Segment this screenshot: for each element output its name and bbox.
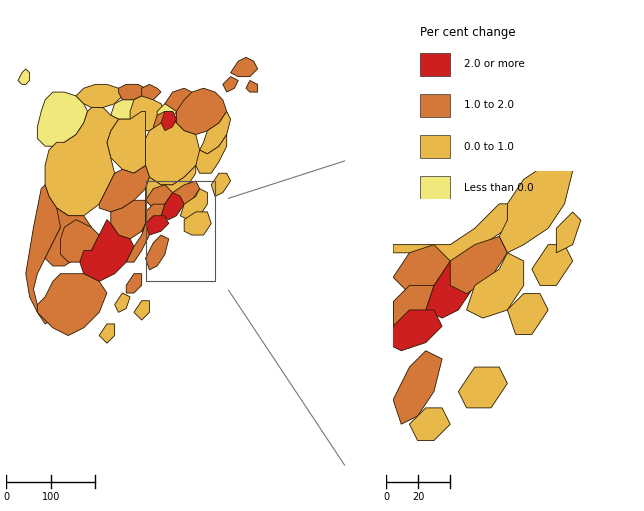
- Text: Less than 0.0: Less than 0.0: [464, 182, 533, 193]
- Text: 0: 0: [3, 492, 10, 502]
- Text: 0.0 to 1.0: 0.0 to 1.0: [464, 142, 514, 152]
- Bar: [421, 176, 450, 199]
- Polygon shape: [107, 111, 146, 173]
- Polygon shape: [393, 245, 450, 294]
- Polygon shape: [111, 200, 146, 239]
- Polygon shape: [161, 193, 184, 220]
- Polygon shape: [111, 96, 146, 119]
- Polygon shape: [126, 274, 142, 293]
- Polygon shape: [176, 88, 227, 134]
- Polygon shape: [80, 220, 134, 282]
- Polygon shape: [223, 77, 238, 92]
- Polygon shape: [142, 84, 161, 100]
- Polygon shape: [385, 310, 442, 351]
- Polygon shape: [165, 88, 196, 111]
- Polygon shape: [18, 69, 30, 84]
- Polygon shape: [499, 138, 573, 253]
- Bar: [421, 135, 450, 158]
- Polygon shape: [246, 81, 258, 92]
- Text: 0: 0: [383, 492, 390, 502]
- Polygon shape: [173, 181, 200, 208]
- Text: 1.0 to 2.0: 1.0 to 2.0: [464, 100, 514, 110]
- Polygon shape: [115, 293, 130, 312]
- Polygon shape: [146, 204, 165, 223]
- Polygon shape: [393, 286, 434, 326]
- Polygon shape: [393, 351, 442, 424]
- Polygon shape: [180, 189, 207, 220]
- Polygon shape: [196, 134, 227, 173]
- Polygon shape: [450, 237, 507, 294]
- Text: 2.0 or more: 2.0 or more: [464, 59, 525, 69]
- Text: 100: 100: [41, 492, 60, 502]
- Polygon shape: [134, 301, 149, 320]
- Bar: [421, 53, 450, 76]
- Polygon shape: [99, 166, 149, 212]
- Polygon shape: [157, 104, 176, 119]
- Polygon shape: [26, 185, 68, 324]
- Polygon shape: [45, 208, 91, 266]
- Polygon shape: [146, 119, 200, 185]
- Text: 20: 20: [412, 492, 424, 502]
- Polygon shape: [211, 173, 231, 196]
- Polygon shape: [76, 84, 122, 107]
- Polygon shape: [459, 367, 507, 408]
- Polygon shape: [126, 223, 149, 262]
- Polygon shape: [61, 220, 99, 262]
- Polygon shape: [426, 261, 475, 318]
- Polygon shape: [37, 92, 88, 146]
- Polygon shape: [200, 111, 231, 154]
- Polygon shape: [393, 204, 507, 286]
- Polygon shape: [142, 216, 169, 235]
- Polygon shape: [161, 111, 176, 131]
- Polygon shape: [466, 253, 524, 318]
- Polygon shape: [146, 235, 169, 270]
- Polygon shape: [410, 408, 450, 440]
- Polygon shape: [231, 57, 258, 77]
- Polygon shape: [99, 324, 115, 343]
- Polygon shape: [532, 245, 573, 286]
- Polygon shape: [153, 111, 176, 131]
- Bar: [146, 181, 215, 282]
- Polygon shape: [146, 185, 173, 208]
- Polygon shape: [361, 302, 393, 375]
- Polygon shape: [146, 166, 196, 208]
- Polygon shape: [344, 302, 393, 367]
- Polygon shape: [184, 212, 211, 235]
- Polygon shape: [328, 334, 368, 400]
- Polygon shape: [37, 274, 107, 336]
- Text: Per cent change: Per cent change: [421, 26, 516, 39]
- Polygon shape: [45, 107, 118, 216]
- Polygon shape: [507, 294, 548, 334]
- Bar: [421, 94, 450, 117]
- Polygon shape: [118, 84, 146, 100]
- Polygon shape: [556, 212, 581, 253]
- Polygon shape: [130, 96, 165, 131]
